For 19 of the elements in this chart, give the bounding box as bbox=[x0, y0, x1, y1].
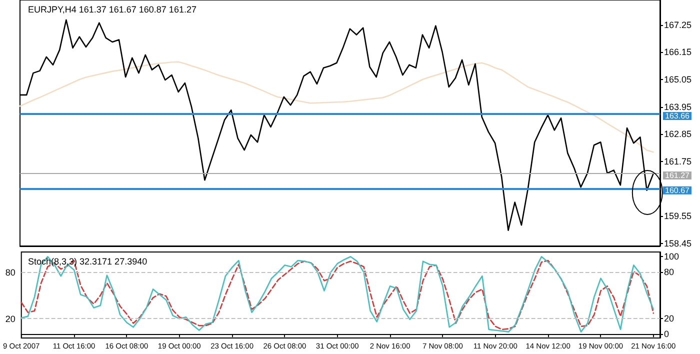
y-tick-label: 167.25 bbox=[664, 20, 692, 30]
y-tick-label: 80 bbox=[664, 267, 674, 278]
y-tick-label: 165.05 bbox=[664, 74, 692, 85]
chart-title: EURJPY,H4 161.37 161.67 160.87 161.27 bbox=[28, 4, 196, 14]
y-tick-label: 100 bbox=[664, 252, 680, 262]
ref-line-label: 20 bbox=[5, 314, 16, 324]
y-tick-label: 163.95 bbox=[664, 102, 692, 112]
y-tick-label: 0 bbox=[664, 329, 670, 340]
ref-line-label: 160.67 bbox=[665, 186, 690, 195]
y-tick-label: 166.15 bbox=[664, 47, 692, 58]
ref-line-label: 163.66 bbox=[665, 112, 690, 121]
y-tick-label: 159.55 bbox=[664, 211, 692, 222]
y-tick-label: 161.75 bbox=[664, 156, 692, 167]
y-tick-label: 158.45 bbox=[664, 238, 692, 249]
line-series bbox=[19, 61, 654, 153]
ref-line-label: 80 bbox=[5, 268, 16, 278]
y-tick-label: 162.85 bbox=[664, 129, 692, 140]
ref-line-label: 161.27 bbox=[665, 170, 690, 180]
y-tick-label: 20 bbox=[664, 314, 674, 324]
